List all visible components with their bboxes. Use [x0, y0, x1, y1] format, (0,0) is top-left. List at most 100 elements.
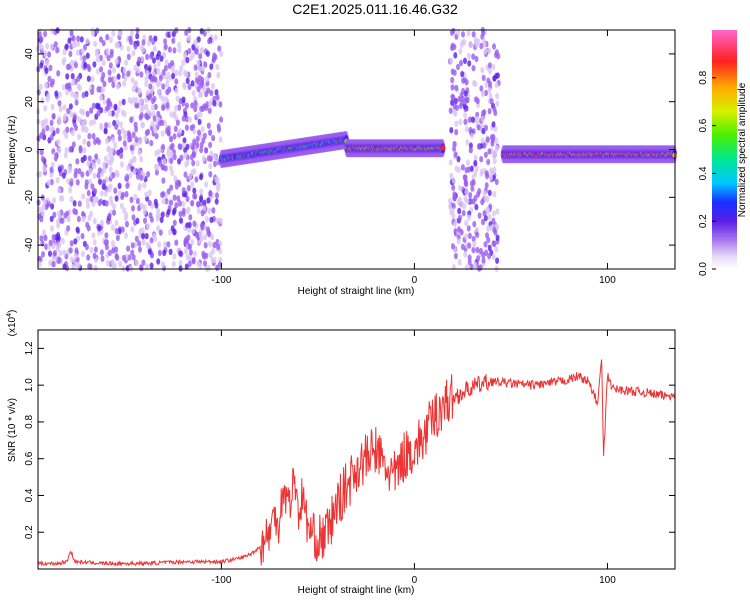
spectrogram-cell [53, 41, 58, 48]
spectrogram-cell [476, 255, 481, 262]
spectrogram-cell [481, 110, 486, 117]
spectrogram-cell [471, 65, 476, 72]
spectrogram-cell [457, 184, 462, 191]
spectrogram-cell [156, 60, 161, 67]
spectrogram-cell [191, 258, 196, 265]
spectrogram-cell [173, 175, 178, 182]
spectrogram-cell [145, 263, 149, 270]
spectrogram-cell [44, 203, 49, 210]
spectrogram-cell [181, 207, 186, 214]
spectrogram-cell [103, 127, 108, 134]
spectrogram-cell [159, 55, 164, 62]
spectrogram-cell [171, 209, 176, 216]
spectrogram-cell [90, 88, 95, 96]
spectrogram-cell [107, 121, 112, 129]
spectrogram-cell [51, 254, 56, 262]
spectrogram-cell [71, 41, 76, 49]
spectrogram-cell [92, 61, 97, 68]
spectrogram-cell [200, 47, 204, 55]
spectrogram-cell [190, 239, 195, 246]
spectrogram-cell [199, 91, 204, 98]
spectrogram-cell [129, 116, 134, 124]
spectrogram-cell [128, 35, 133, 42]
snr-y-tick-label: 1.0 [24, 378, 35, 392]
spectrogram-cell [479, 85, 484, 92]
spectrogram-x-tick-label: -100 [211, 275, 231, 286]
spectrogram-cell [77, 133, 82, 140]
spectrogram-cell [48, 239, 53, 246]
spectrogram-cell [67, 37, 72, 44]
spectrogram-cell [44, 67, 49, 74]
spectrogram-cell [106, 54, 111, 62]
spectrogram-cell [184, 124, 189, 131]
spectrogram-cell [202, 199, 207, 206]
spectrogram-cell [184, 29, 189, 36]
spectrogram-cell [190, 80, 195, 87]
spectrogram-cell [448, 107, 453, 114]
spectrogram-cell [50, 78, 55, 85]
spectrogram-cell [129, 144, 134, 151]
spectrogram-cell [192, 220, 197, 227]
spectrogram-cell [492, 166, 497, 174]
spectrogram-cell [149, 216, 154, 223]
spectrogram-cell [172, 194, 177, 201]
spectrogram-cell [155, 115, 160, 123]
spectrogram-cell [52, 211, 57, 219]
spectrogram-cell [43, 30, 48, 38]
spectrogram-cell [40, 97, 45, 104]
spectrogram-cell [41, 251, 45, 258]
figure-title: C2E1.2025.011.16.46.G32 [292, 1, 458, 17]
spectrogram-cell [451, 177, 456, 184]
spectrogram-cell [172, 228, 177, 236]
spectrogram-cell [163, 64, 168, 72]
spectrogram-cell [181, 59, 186, 66]
spectrogram-cell [479, 170, 484, 177]
spectrogram-cell [90, 75, 95, 83]
spectrogram-cell [184, 247, 188, 255]
spectrogram-cell [449, 127, 454, 134]
spectrogram-cell [156, 207, 160, 214]
spectrogram-cell [218, 217, 223, 224]
spectrogram-cell [75, 49, 80, 56]
spectrogram-cell [216, 72, 221, 79]
spectrogram-cell [207, 240, 212, 248]
spectrogram-cell [73, 238, 78, 245]
spectrogram-cell [464, 233, 469, 240]
spectrogram-cell [113, 142, 118, 149]
spectrogram-cell [212, 152, 217, 159]
spectrogram-cell [86, 63, 91, 71]
spectrogram-cell [468, 192, 473, 199]
spectrogram-cell [147, 199, 152, 206]
spectrogram-cell [195, 135, 200, 143]
spectrogram-cell [110, 240, 115, 247]
spectrogram-cell [122, 66, 127, 74]
spectrogram-cell [153, 103, 158, 111]
spectrogram-cell [74, 99, 79, 106]
spectrogram-cell [149, 53, 154, 60]
spectrogram-cell [69, 256, 74, 263]
spectrogram-cell [160, 95, 165, 102]
spectrogram-cell [142, 182, 147, 189]
spectrogram-cell [102, 80, 107, 88]
spectrogram-cell [82, 55, 87, 62]
spectrogram-cell [165, 76, 170, 84]
spectrogram-cell [99, 94, 104, 102]
spectrogram-cell [111, 81, 116, 89]
spectrogram-cell [84, 90, 89, 98]
spectrogram-cell [458, 214, 462, 222]
spectrogram-cell [218, 136, 223, 143]
spectrogram-cell [85, 110, 90, 118]
spectrogram-cell [83, 61, 88, 69]
spectrogram-cell [127, 96, 132, 104]
spectrogram-cell [185, 77, 190, 85]
spectrogram-cell [139, 112, 144, 119]
spectrogram-cell [482, 41, 487, 48]
spectrogram-cell [491, 210, 496, 217]
spectrogram-cell [484, 170, 489, 177]
spectrogram-cell [469, 198, 473, 205]
spectrogram-cell [472, 240, 477, 248]
spectrogram-cell [61, 172, 66, 179]
spectrogram-cell [89, 107, 94, 114]
spectrogram-cell [119, 202, 124, 210]
spectrogram-cell [484, 81, 489, 89]
